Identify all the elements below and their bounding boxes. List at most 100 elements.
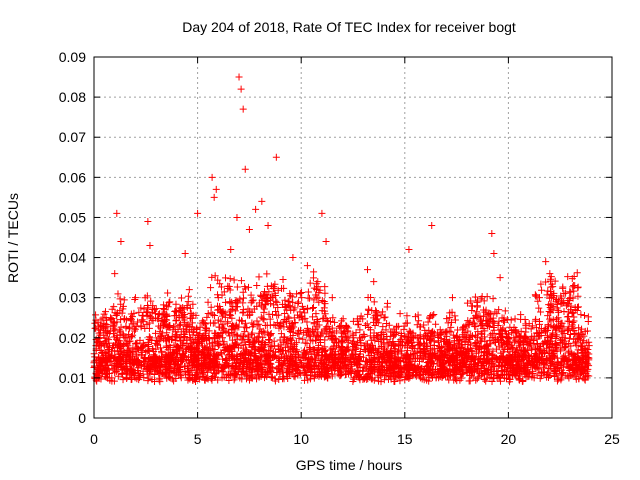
data-point [158,317,166,325]
data-point [291,304,299,312]
data-point [373,309,381,317]
data-point [405,327,413,335]
data-point [430,342,438,350]
y-tick-label: 0.08 [59,89,86,105]
data-point [473,333,481,341]
data-point [131,340,139,348]
data-point [387,347,395,355]
data-point [288,336,296,344]
data-point [492,338,500,346]
data-point [344,328,352,336]
data-point [504,340,512,348]
data-point [495,306,503,314]
data-point [239,308,247,316]
data-point [511,315,519,323]
x-tick-label: 20 [501,431,517,447]
data-point [191,354,199,362]
data-point [304,288,312,296]
data-point [491,362,499,370]
data-point [342,322,350,330]
data-point [236,295,244,303]
data-point [415,317,423,325]
data-point [402,319,410,327]
data-point [402,358,410,366]
data-point [189,376,197,384]
data-point [490,368,498,376]
data-point [553,295,561,303]
data-point [483,322,491,330]
data-point [274,303,282,311]
data-point [564,273,572,281]
data-point [521,316,529,324]
data-point [266,315,274,323]
data-point [547,273,555,281]
data-point [566,288,574,296]
data-point [584,360,592,368]
data-point [120,349,128,357]
data-point [314,278,322,286]
data-point [253,366,261,374]
data-point [506,376,514,384]
data-point [214,276,222,284]
data-point [522,328,530,336]
data-point [168,336,176,344]
data-point [338,338,346,346]
data-point [245,363,253,371]
data-point [574,346,582,354]
data-point [423,358,431,366]
data-point [321,343,329,351]
data-point [258,337,266,345]
data-point [226,298,234,306]
data-point [255,273,263,281]
data-point [337,329,345,337]
data-point [266,359,274,367]
data-point [409,368,417,376]
data-point [479,352,487,360]
data-point [265,360,273,368]
data-point [227,246,235,254]
data-point [340,363,348,371]
data-point [328,294,336,302]
data-point [369,345,377,353]
data-point [275,375,283,383]
data-point [553,315,561,323]
data-point [99,314,107,322]
data-point [515,337,523,345]
data-point [426,313,434,321]
data-point [576,336,584,344]
data-point [123,364,131,372]
data-point [275,363,283,371]
data-point [296,370,304,378]
data-point [119,305,127,313]
data-point [546,294,554,302]
data-point [123,334,131,342]
data-point [571,282,579,290]
x-tick-label: 5 [194,431,202,447]
data-point [130,320,138,328]
data-point [544,287,552,295]
data-point [473,313,481,321]
data-point [579,367,587,375]
data-point [233,323,241,331]
data-point [559,363,567,371]
data-point [195,336,203,344]
data-point [183,321,191,329]
data-point [272,153,280,161]
data-point [266,332,274,340]
data-point [144,377,152,385]
y-tick-label: 0.09 [59,49,86,65]
data-point [385,321,393,329]
data-point [102,364,110,372]
data-point [349,334,357,342]
data-point [513,346,521,354]
data-point [107,314,115,322]
data-point [266,346,274,354]
data-point [308,362,316,370]
data-point [465,320,473,328]
data-point [264,221,272,229]
data-point [577,342,585,350]
data-point [545,343,553,351]
data-point [483,293,491,301]
data-point [303,324,311,332]
data-point [563,327,571,335]
